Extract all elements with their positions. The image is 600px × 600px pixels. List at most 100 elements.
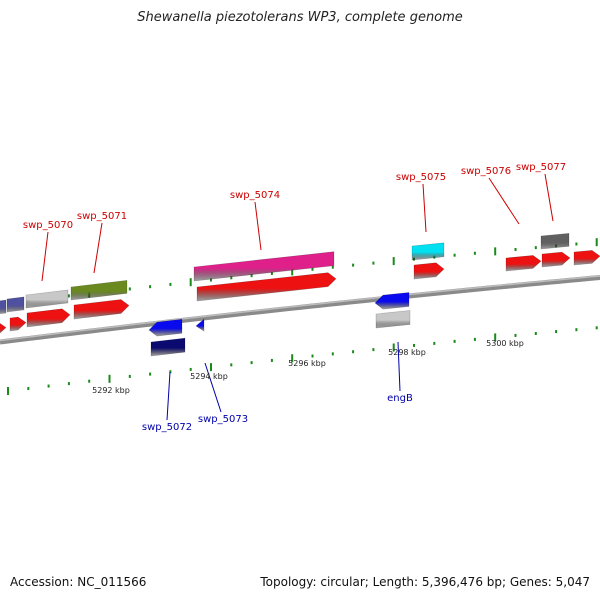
- lower-tick: [494, 333, 497, 342]
- upper-tick: [534, 246, 537, 250]
- upper-tick: [210, 278, 212, 282]
- cds-arrow-swp-5075: [413, 262, 445, 280]
- label-leader-line: [422, 183, 427, 233]
- gene-label: swp_5075: [396, 172, 446, 183]
- gene-block-engB: [375, 310, 411, 329]
- feature-block: [0, 299, 7, 315]
- scale-label: 5298 kbp: [388, 348, 426, 357]
- lower-tick: [595, 326, 598, 330]
- upper-tick: [453, 253, 456, 257]
- label-leader-line: [166, 371, 171, 421]
- genome-summary-text: Topology: circular; Length: 5,396,476 bp…: [260, 575, 590, 589]
- upper-tick: [270, 271, 273, 275]
- upper-tick: [595, 238, 598, 247]
- lower-tick: [108, 374, 111, 383]
- lower-tick: [575, 328, 578, 332]
- upper-tick: [352, 263, 355, 267]
- gene-label: engB: [387, 393, 413, 404]
- lower-tick: [514, 333, 517, 337]
- upper-tick: [189, 278, 192, 287]
- gene-arrow-swp-5073: [195, 318, 205, 332]
- gene-label: swp_5072: [142, 422, 192, 433]
- upper-tick: [169, 282, 172, 286]
- label-leader-line: [254, 201, 262, 251]
- upper-tick: [494, 247, 497, 256]
- lower-tick: [311, 354, 314, 358]
- lower-tick: [392, 343, 395, 352]
- gene-block-swp-5077: [540, 233, 570, 250]
- scale-label: 5294 kbp: [190, 372, 228, 381]
- label-leader-line: [544, 173, 554, 222]
- upper-tick: [372, 261, 375, 265]
- accession-text: Accession: NC_011566: [10, 575, 147, 589]
- lower-tick: [169, 370, 172, 374]
- lower-tick: [433, 341, 436, 345]
- lower-tick: [88, 379, 91, 383]
- upper-tick: [250, 274, 253, 278]
- lower-tick: [270, 358, 273, 362]
- cds-arrow: [9, 316, 27, 332]
- label-leader-line: [93, 222, 103, 274]
- lower-tick: [413, 343, 415, 347]
- upper-tick: [311, 267, 314, 271]
- cds-arrow-swp-5077: [541, 251, 571, 268]
- lower-tick: [189, 367, 192, 371]
- lower-tick: [372, 348, 375, 352]
- scale-label: 5296 kbp: [288, 359, 326, 368]
- cds-arrow-swp-5074: [196, 272, 337, 302]
- upper-tick: [291, 267, 294, 276]
- scale-label: 5292 kbp: [92, 386, 130, 395]
- upper-tick: [514, 247, 517, 251]
- upper-tick: [67, 294, 70, 298]
- lower-tick: [331, 352, 334, 356]
- cds-arrow-swp-5070: [26, 308, 71, 328]
- label-leader-line: [397, 341, 401, 392]
- lower-tick: [555, 330, 558, 334]
- map-title: Shewanella piezotolerans WP3, complete g…: [137, 10, 463, 25]
- upper-tick: [331, 265, 334, 269]
- lower-tick: [149, 372, 152, 376]
- gene-label: swp_5070: [23, 220, 73, 231]
- upper-tick: [230, 276, 233, 280]
- gene-label: swp_5071: [77, 211, 127, 222]
- gene-label: swp_5073: [198, 414, 248, 425]
- label-leader-line: [41, 231, 49, 282]
- upper-tick: [128, 287, 131, 291]
- lower-tick: [210, 363, 212, 372]
- cds-arrow: [0, 323, 7, 334]
- lower-tick: [47, 384, 50, 388]
- lower-tick: [67, 382, 70, 386]
- label-leader-line: [204, 362, 222, 413]
- gene-label: swp_5076: [461, 166, 511, 177]
- gene-block-swp-5070: [25, 289, 69, 309]
- lower-tick: [473, 337, 476, 341]
- upper-tick: [575, 242, 578, 246]
- feature-block: [6, 296, 25, 313]
- lower-tick: [291, 354, 294, 363]
- lower-tick: [7, 387, 9, 396]
- upper-tick: [149, 285, 152, 289]
- gene-block-swp-5074: [193, 251, 335, 282]
- chromosome-backbone: [0, 275, 600, 345]
- gene-arrow-engB: [374, 292, 410, 310]
- lower-tick: [128, 374, 131, 378]
- gene-block-swp-5071: [70, 280, 128, 301]
- lower-tick: [453, 339, 456, 343]
- gene-block-swp-5075: [411, 242, 445, 261]
- lower-tick: [352, 350, 355, 354]
- label-leader-line: [488, 177, 520, 225]
- cds-arrow-swp-5076: [505, 255, 542, 272]
- gene-arrow-swp-5072: [148, 318, 183, 337]
- lower-tick: [27, 387, 30, 391]
- gene-label: swp_5074: [230, 190, 280, 201]
- upper-tick: [392, 257, 395, 266]
- cds-arrow: [573, 250, 600, 266]
- upper-tick: [473, 251, 476, 255]
- scale-label: 5300 kbp: [486, 339, 524, 348]
- lower-tick: [230, 363, 233, 367]
- gene-label: swp_5077: [516, 162, 566, 173]
- chromosome-backbone-highlight: [0, 275, 600, 342]
- lower-tick: [534, 331, 537, 335]
- lower-tick: [250, 361, 253, 365]
